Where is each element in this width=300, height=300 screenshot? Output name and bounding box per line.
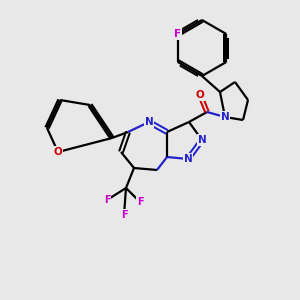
Text: N: N — [184, 154, 192, 164]
Text: O: O — [54, 147, 62, 157]
Text: F: F — [104, 195, 110, 205]
Text: N: N — [145, 117, 153, 127]
Text: F: F — [137, 197, 143, 207]
Text: N: N — [198, 135, 206, 145]
Text: N: N — [220, 112, 230, 122]
Text: O: O — [196, 90, 204, 100]
Text: F: F — [121, 210, 127, 220]
Text: F: F — [174, 29, 181, 39]
